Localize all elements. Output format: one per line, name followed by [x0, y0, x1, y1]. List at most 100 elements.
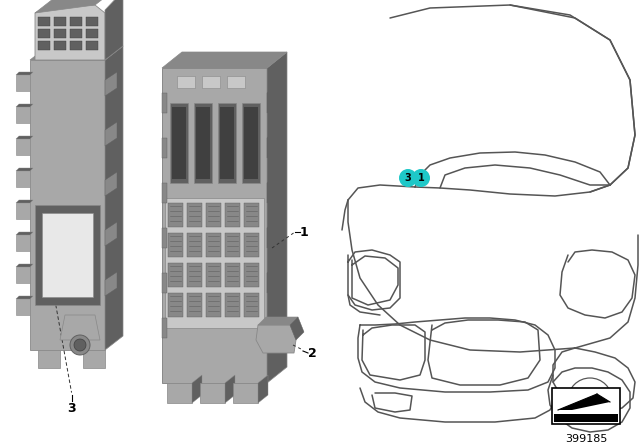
Polygon shape	[244, 107, 258, 179]
Polygon shape	[86, 29, 98, 38]
Polygon shape	[206, 263, 221, 287]
Circle shape	[70, 335, 90, 355]
Polygon shape	[242, 103, 260, 183]
Polygon shape	[187, 233, 202, 257]
Polygon shape	[16, 72, 33, 75]
Polygon shape	[16, 75, 30, 91]
Polygon shape	[16, 104, 33, 107]
Polygon shape	[258, 375, 268, 403]
Polygon shape	[187, 293, 202, 317]
Text: 3: 3	[68, 401, 76, 414]
Polygon shape	[162, 68, 267, 383]
Polygon shape	[206, 233, 221, 257]
Polygon shape	[38, 41, 50, 50]
Polygon shape	[16, 296, 33, 299]
Polygon shape	[225, 293, 240, 317]
Polygon shape	[225, 233, 240, 257]
Bar	[552, 388, 620, 424]
Polygon shape	[290, 317, 304, 340]
Polygon shape	[54, 17, 66, 26]
Polygon shape	[202, 76, 220, 88]
Polygon shape	[162, 138, 167, 158]
Polygon shape	[60, 315, 100, 340]
Polygon shape	[105, 72, 117, 96]
Polygon shape	[187, 263, 202, 287]
Polygon shape	[38, 29, 50, 38]
Polygon shape	[35, 205, 100, 305]
Polygon shape	[267, 179, 272, 203]
Polygon shape	[244, 293, 259, 317]
Polygon shape	[196, 107, 210, 179]
Circle shape	[399, 169, 417, 187]
Polygon shape	[206, 293, 221, 317]
Polygon shape	[558, 394, 610, 410]
Polygon shape	[167, 383, 192, 403]
Polygon shape	[105, 46, 123, 350]
Polygon shape	[16, 232, 33, 235]
Polygon shape	[267, 52, 287, 383]
Bar	[554, 414, 618, 422]
Polygon shape	[267, 269, 272, 293]
Polygon shape	[38, 17, 50, 26]
Polygon shape	[267, 134, 272, 158]
Polygon shape	[86, 41, 98, 50]
Polygon shape	[187, 203, 202, 227]
Polygon shape	[30, 46, 123, 60]
Polygon shape	[225, 263, 240, 287]
Polygon shape	[30, 60, 105, 350]
Polygon shape	[70, 41, 82, 50]
Polygon shape	[170, 103, 188, 183]
Circle shape	[74, 339, 86, 351]
Polygon shape	[105, 172, 117, 196]
Polygon shape	[35, 0, 113, 13]
Polygon shape	[256, 325, 296, 353]
Polygon shape	[225, 375, 235, 403]
Polygon shape	[105, 222, 117, 246]
Polygon shape	[244, 233, 259, 257]
Polygon shape	[35, 5, 105, 60]
Polygon shape	[16, 299, 30, 315]
Polygon shape	[16, 264, 33, 267]
Polygon shape	[244, 203, 259, 227]
Polygon shape	[258, 317, 298, 325]
Polygon shape	[38, 350, 60, 368]
Polygon shape	[168, 263, 183, 287]
Polygon shape	[218, 103, 236, 183]
Polygon shape	[54, 29, 66, 38]
Circle shape	[412, 169, 430, 187]
Polygon shape	[162, 228, 167, 248]
Polygon shape	[16, 136, 33, 139]
Polygon shape	[168, 203, 183, 227]
Polygon shape	[70, 29, 82, 38]
Polygon shape	[267, 89, 272, 113]
Polygon shape	[200, 383, 225, 403]
Polygon shape	[162, 52, 287, 68]
Polygon shape	[225, 203, 240, 227]
Polygon shape	[168, 293, 183, 317]
Polygon shape	[162, 318, 167, 338]
Polygon shape	[54, 41, 66, 50]
Polygon shape	[16, 267, 30, 283]
Polygon shape	[206, 203, 221, 227]
Polygon shape	[16, 171, 30, 187]
Polygon shape	[16, 107, 30, 123]
Polygon shape	[105, 122, 117, 146]
Polygon shape	[105, 0, 123, 60]
Text: 3: 3	[404, 173, 412, 183]
Polygon shape	[70, 17, 82, 26]
Polygon shape	[162, 183, 167, 203]
Polygon shape	[244, 263, 259, 287]
Polygon shape	[162, 93, 167, 113]
Polygon shape	[227, 76, 245, 88]
Text: 1: 1	[300, 225, 308, 238]
Polygon shape	[16, 200, 33, 203]
Polygon shape	[165, 198, 264, 328]
Polygon shape	[16, 235, 30, 251]
Polygon shape	[42, 213, 93, 297]
Polygon shape	[177, 76, 195, 88]
Text: 399185: 399185	[565, 434, 607, 444]
Polygon shape	[192, 375, 202, 403]
Polygon shape	[162, 273, 167, 293]
Polygon shape	[168, 233, 183, 257]
Polygon shape	[233, 383, 258, 403]
